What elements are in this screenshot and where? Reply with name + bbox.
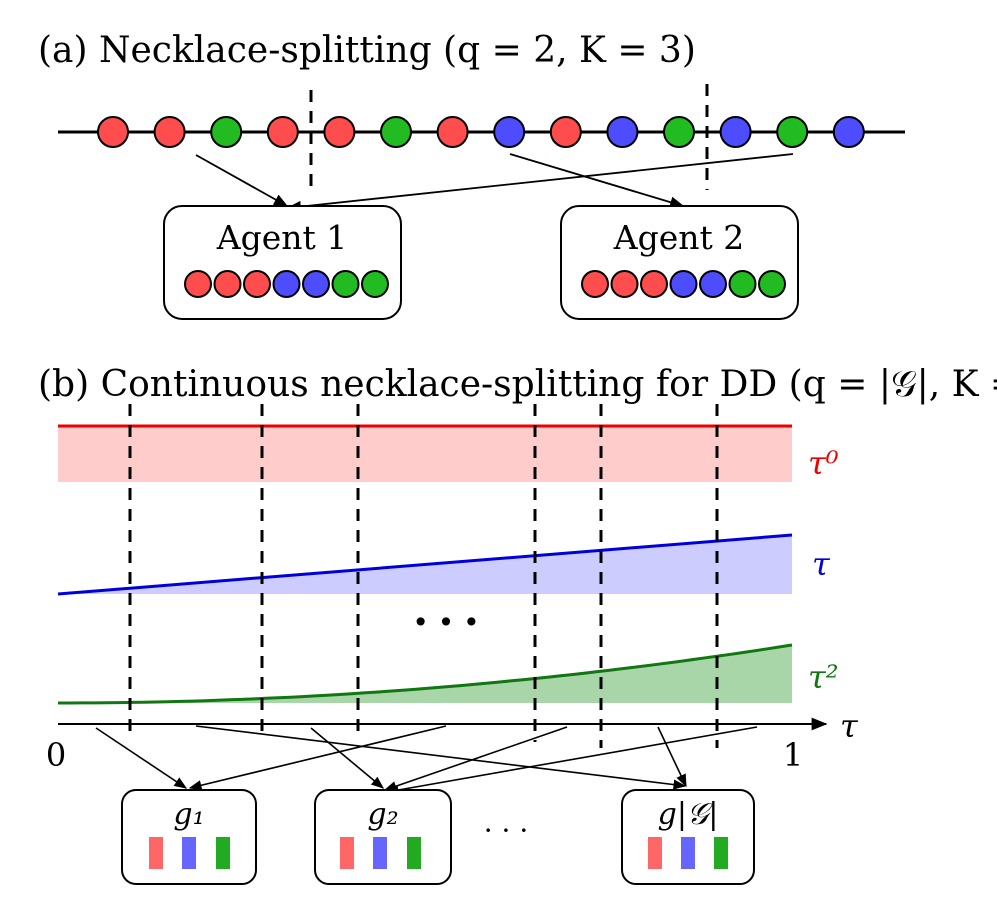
arrow-b-4 <box>188 725 447 791</box>
agent-2-beads <box>581 270 786 298</box>
agent-bead-red <box>184 270 212 298</box>
tau-label: τ <box>812 545 831 583</box>
arrow-to-agent-2 <box>509 153 685 208</box>
bead-blue <box>606 116 639 148</box>
bead-red <box>436 116 469 148</box>
group-2-blue-bar <box>373 837 387 869</box>
bead-red <box>153 116 186 148</box>
agent-1-box: Agent 1 <box>163 205 402 320</box>
group-3-blue-bar <box>681 837 695 869</box>
agent-bead-red <box>640 270 668 298</box>
arrow-b-3 <box>310 727 384 789</box>
cut-lines-b <box>128 404 719 748</box>
tau0-fill <box>58 426 792 482</box>
arrow-to-agent-1-b <box>286 153 794 213</box>
agent-bead-blue <box>699 270 727 298</box>
tau2-curve <box>58 643 793 705</box>
agent-1-label: Agent 1 <box>216 218 348 257</box>
bead-red <box>323 116 356 148</box>
panel-b-title: (b) Continuous necklace-splitting for DD… <box>38 364 997 405</box>
group-3-green-bar <box>714 837 728 869</box>
bead-red <box>266 116 299 148</box>
agent-2-label: Agent 2 <box>613 218 745 257</box>
bead-blue <box>719 116 752 148</box>
group-2-green-bar <box>407 837 421 869</box>
bead-blue <box>493 116 526 148</box>
tau2-fill <box>58 645 792 703</box>
tau-curve <box>57 533 793 596</box>
agent-bead-green <box>728 270 757 298</box>
agent-1-beads <box>184 270 389 298</box>
tau0-label: τ⁰ <box>808 444 839 482</box>
group-label-last: g|𝒢| <box>658 797 719 832</box>
bead-green <box>210 116 243 148</box>
tau-axis-label: τ <box>840 707 859 745</box>
tau2-label: τ² <box>808 658 839 696</box>
group-box-last: g|𝒢| <box>621 789 755 885</box>
agent-bead-red <box>243 270 271 298</box>
group-1-green-bar <box>216 837 230 869</box>
group-box-2: g₂ <box>314 789 452 885</box>
agent-bead-red <box>581 270 609 298</box>
tick-0: 0 <box>46 736 66 774</box>
agent-bead-blue <box>272 270 301 298</box>
arrow-b-1 <box>95 727 188 789</box>
agent-bead-blue <box>302 270 330 298</box>
necklace-beads <box>97 116 865 148</box>
arrow-b-6 <box>657 726 687 788</box>
group-label-1: g₁ <box>173 797 204 832</box>
group-3-red-bar <box>648 837 662 869</box>
group-box-1: g₁ <box>121 789 257 885</box>
group-1-red-bar <box>149 837 163 869</box>
arrow-b-7 <box>385 726 758 796</box>
arrow-b-2 <box>195 725 687 790</box>
agent-bead-green <box>758 270 786 298</box>
arrow-b-5 <box>383 726 568 792</box>
bead-green <box>380 116 412 148</box>
agent-bead-green <box>331 270 360 298</box>
curves-ellipsis: • • • <box>412 606 479 639</box>
agent-bead-red <box>610 270 639 298</box>
bead-blue <box>832 116 865 148</box>
panel-a-title: (a) Necklace-splitting (q = 2, K = 3) <box>38 30 696 71</box>
agent-2-box: Agent 2 <box>560 205 799 320</box>
agent-bead-red <box>213 270 242 298</box>
groups-ellipsis: · · · <box>484 814 529 847</box>
bead-green <box>776 116 809 148</box>
tick-1: 1 <box>783 736 803 774</box>
group-1-blue-bar <box>182 837 196 869</box>
bead-red <box>549 116 582 148</box>
bead-red <box>97 116 129 148</box>
group-2-red-bar <box>340 837 354 869</box>
bead-green <box>663 116 695 148</box>
arrow-to-agent-1-a <box>195 154 289 207</box>
assignment-arrows <box>95 725 758 796</box>
group-label-2: g₂ <box>367 797 398 832</box>
agent-bead-green <box>361 270 389 298</box>
agent-bead-blue <box>669 270 698 298</box>
